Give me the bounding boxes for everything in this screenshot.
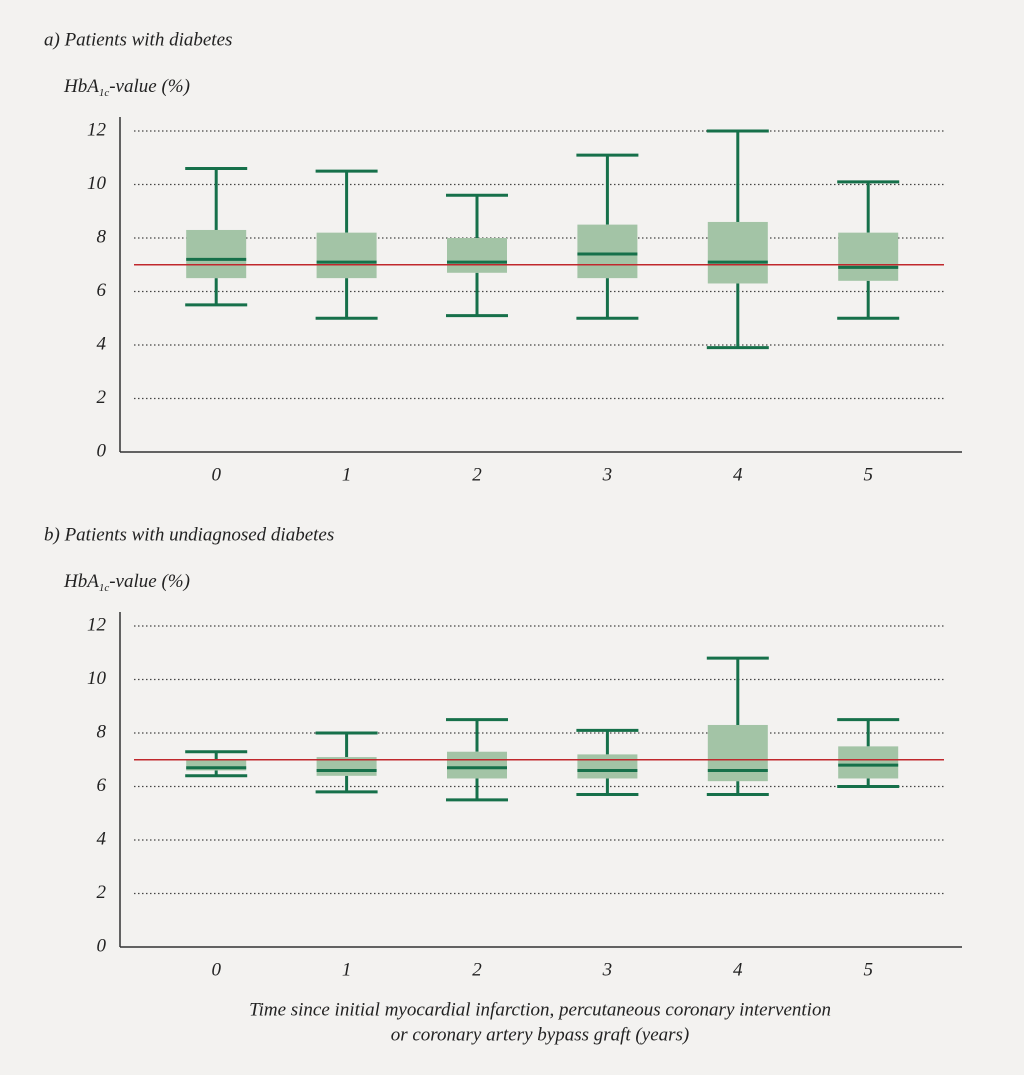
y-tick-label: 10: [87, 668, 107, 689]
x-tick-label: 3: [602, 464, 613, 485]
y-axis-label-part: -value (%): [109, 571, 190, 592]
y-axis-label-part: -value (%): [109, 76, 190, 97]
y-axis-label: HbA1c-value (%): [63, 571, 190, 593]
x-tick-label: 5: [863, 959, 873, 980]
x-tick-label: 0: [211, 464, 221, 485]
x-tick-label: 2: [472, 959, 482, 980]
y-tick-label: 12: [87, 119, 107, 140]
x-tick-label: 4: [733, 464, 743, 485]
box: [447, 751, 507, 779]
box: [447, 238, 507, 273]
box: [577, 224, 638, 279]
y-tick-label: 8: [97, 721, 107, 742]
y-axis-label: HbA1c-value (%): [63, 76, 190, 98]
y-tick-label: 4: [97, 828, 107, 849]
y-tick-label: 0: [97, 440, 107, 461]
x-axis-label: Time since initial myocardial infarction…: [249, 999, 831, 1020]
y-axis-label-part: 1c: [99, 87, 110, 99]
box: [316, 232, 377, 279]
y-tick-label: 12: [87, 614, 107, 635]
y-tick-label: 0: [97, 935, 107, 956]
box: [186, 759, 247, 771]
y-tick-label: 2: [97, 387, 107, 408]
y-tick-label: 4: [97, 333, 107, 354]
y-tick-label: 8: [97, 226, 107, 247]
y-tick-label: 10: [87, 173, 107, 194]
box: [707, 724, 768, 782]
x-tick-label: 5: [863, 464, 873, 485]
box: [838, 746, 899, 779]
box: [707, 221, 768, 284]
y-axis-label-part: HbA: [63, 571, 99, 592]
chart-title: b) Patients with undiagnosed diabetes: [44, 524, 334, 545]
y-tick-label: 2: [97, 882, 107, 903]
x-tick-label: 1: [342, 959, 352, 980]
x-tick-label: 1: [342, 464, 352, 485]
x-tick-label: 4: [733, 959, 743, 980]
x-axis-label: or coronary artery bypass graft (years): [391, 1024, 690, 1045]
box: [577, 754, 638, 779]
x-tick-label: 2: [472, 464, 482, 485]
box: [838, 232, 899, 281]
x-tick-label: 0: [211, 959, 221, 980]
y-tick-label: 6: [97, 775, 107, 796]
chart-title: a) Patients with diabetes: [44, 29, 232, 50]
y-axis-label-part: HbA: [63, 76, 99, 97]
x-tick-label: 3: [602, 959, 613, 980]
y-axis-label-part: 1c: [99, 582, 110, 594]
y-tick-label: 6: [97, 280, 107, 301]
box: [186, 229, 247, 279]
